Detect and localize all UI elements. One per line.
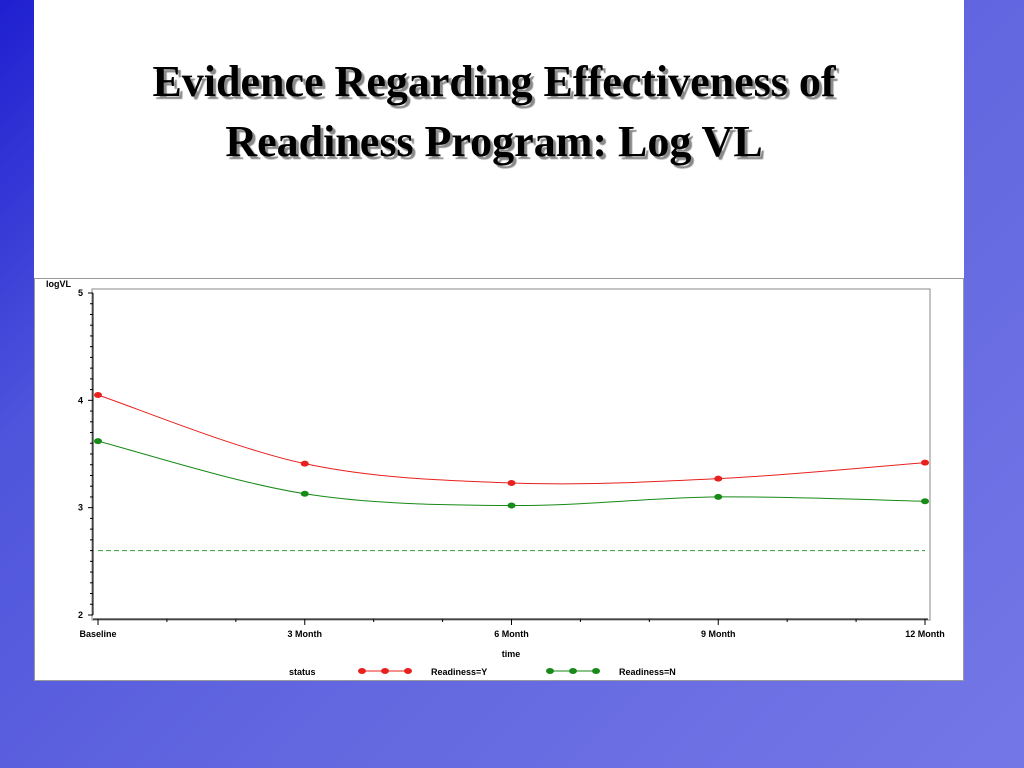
data-point-series-0 — [507, 479, 516, 486]
data-point-series-1 — [507, 502, 516, 509]
slide-title: Evidence Regarding Effectiveness of Read… — [34, 52, 954, 172]
slide-title-line-2: Readiness Program: Log VL — [225, 117, 763, 166]
x-tick-label: 3 Month — [288, 629, 323, 639]
data-point-series-1 — [714, 493, 723, 500]
line-chart: logVL time status 2 3 4 5 Baseline 3 Month 6 M… — [46, 279, 945, 677]
legend-marker — [592, 668, 600, 674]
legend-title: status — [289, 667, 316, 677]
y-tick-label: 3 — [78, 503, 83, 513]
data-point-series-1 — [94, 438, 102, 445]
data-point-series-0 — [94, 391, 102, 398]
legend-marker — [546, 668, 554, 674]
axes: 2 3 4 5 Baseline 3 Month 6 Month 9 Month 12 Mont… — [78, 288, 945, 639]
data-point-series-1 — [300, 490, 309, 497]
chart-container: logVL time status 2 3 4 5 Baseline 3 Month 6 M… — [34, 278, 964, 681]
plot-frame — [91, 288, 931, 621]
x-tick-label: 9 Month — [701, 629, 736, 639]
x-tick-label: 12 Month — [905, 629, 945, 639]
y-tick-label: 5 — [78, 288, 83, 298]
y-tick-label: 2 — [78, 610, 83, 620]
y-axis-label: logVL — [46, 279, 71, 289]
x-tick-label: Baseline — [79, 629, 116, 639]
slide-title-line-1: Evidence Regarding Effectiveness of — [152, 57, 836, 106]
legend-marker — [569, 668, 577, 674]
series-group — [94, 391, 929, 509]
x-tick-label: 6 Month — [494, 629, 529, 639]
legend-marker — [404, 668, 412, 674]
legend-marker — [358, 668, 366, 674]
slide-title-panel — [34, 0, 964, 278]
legend-marker — [381, 668, 389, 674]
data-point-series-0 — [300, 460, 309, 467]
y-tick-label: 4 — [78, 395, 83, 405]
legend-label: Readiness=Y — [431, 667, 487, 677]
data-point-series-1 — [921, 498, 929, 505]
data-point-series-0 — [921, 459, 929, 466]
series-line-0 — [97, 394, 926, 485]
legend: Readiness=Y Readiness=N — [358, 667, 676, 677]
data-point-series-0 — [714, 475, 723, 482]
legend-label: Readiness=N — [619, 667, 676, 677]
x-axis-label: time — [502, 649, 521, 659]
